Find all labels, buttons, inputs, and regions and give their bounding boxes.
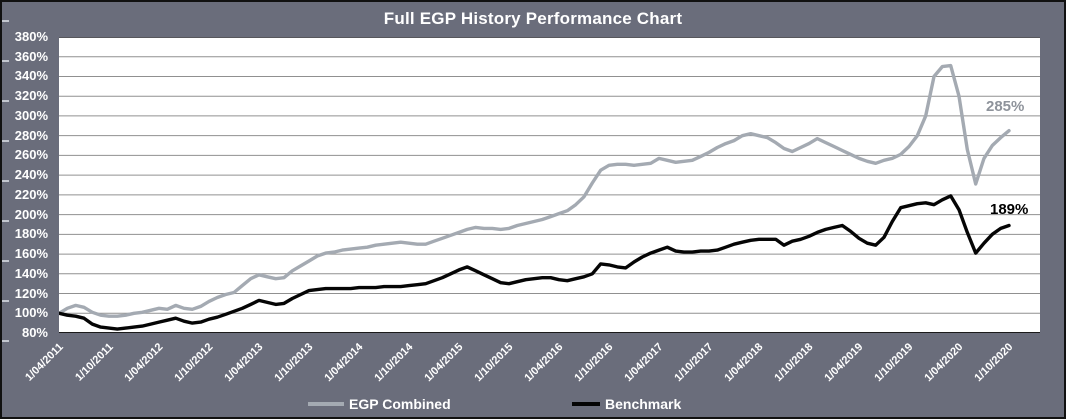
x-axis-label-1-04-2017: 1/04/2017 — [622, 341, 666, 385]
left-edge-tick — [2, 60, 9, 62]
x-axis-label-1-10-2020: 1/10/2020 — [972, 341, 1016, 385]
chart-canvas — [57, 36, 1040, 334]
x-axis-label-1-10-2019: 1/10/2019 — [872, 341, 916, 385]
y-axis-label-360: 360% — [14, 48, 48, 64]
y-axis-label-340: 340% — [14, 68, 48, 84]
x-axis-label-1-04-2014: 1/04/2014 — [322, 341, 366, 385]
left-edge-tick — [2, 260, 9, 262]
x-axis-label-1-10-2016: 1/10/2016 — [572, 341, 616, 385]
y-axis-label-140: 140% — [14, 265, 48, 281]
left-edge-tick — [2, 220, 9, 222]
egp-combined-swatch — [308, 402, 344, 406]
legend-item-egp-combined: EGP Combined — [308, 396, 451, 412]
benchmark-swatch — [572, 402, 600, 406]
benchmark-line — [57, 194, 1011, 331]
x-axis-label-1-10-2015: 1/10/2015 — [472, 341, 516, 385]
left-edge-tick — [2, 300, 9, 302]
y-axis-label-280: 280% — [14, 127, 48, 143]
y-axis-label-220: 220% — [14, 186, 48, 202]
chart-title: Full EGP History Performance Chart — [383, 9, 683, 28]
x-axis-label-1-04-2019: 1/04/2019 — [822, 341, 866, 385]
y-axis-label-200: 200% — [14, 206, 48, 222]
left-edge-tick — [2, 340, 9, 342]
egp-combined-line — [57, 63, 1011, 318]
x-axis-label-1-04-2016: 1/04/2016 — [522, 341, 566, 385]
benchmark-legend-label: Benchmark — [605, 396, 682, 412]
y-axis-label-80: 80% — [21, 325, 48, 340]
x-axis-label-1-04-2011: 1/04/2011 — [22, 341, 66, 384]
x-axis-label-1-04-2013: 1/04/2013 — [222, 341, 266, 385]
x-axis-label-1-04-2020: 1/04/2020 — [922, 341, 966, 385]
benchmark-final-value-label: 189% — [990, 201, 1029, 218]
x-axis-label-1-10-2013: 1/10/2013 — [272, 341, 316, 385]
y-axis-label-180: 180% — [14, 226, 48, 242]
x-axis-label-1-04-2015: 1/04/2015 — [422, 341, 466, 385]
x-axis-label-1-10-2011: 1/10/2011 — [72, 341, 116, 384]
plot-area — [57, 36, 1040, 334]
y-axis-label-260: 260% — [14, 147, 48, 163]
egp-combined-legend-label: EGP Combined — [349, 396, 451, 412]
x-axis-label-1-10-2012: 1/10/2012 — [172, 341, 216, 385]
y-axis-label-240: 240% — [14, 167, 48, 183]
legend-item-benchmark: Benchmark — [572, 396, 682, 412]
x-axis-label-1-04-2012: 1/04/2012 — [122, 341, 166, 385]
left-edge-tick — [2, 180, 9, 182]
left-edge-tick — [2, 140, 9, 142]
y-axis-label-160: 160% — [14, 246, 48, 262]
left-edge-tick — [2, 20, 9, 22]
left-edge-tick — [2, 100, 9, 102]
x-axis-label-1-04-2018: 1/04/2018 — [722, 341, 766, 385]
x-axis-label-1-10-2014: 1/10/2014 — [372, 341, 416, 385]
y-axis-label-300: 300% — [14, 107, 48, 123]
x-axis-label-1-10-2018: 1/10/2018 — [772, 341, 816, 385]
y-axis-label-120: 120% — [14, 285, 48, 301]
y-axis-label-380: 380% — [14, 29, 48, 44]
egp-combined-final-value-label: 285% — [986, 98, 1025, 115]
y-axis-label-320: 320% — [14, 88, 48, 104]
x-axis-label-1-10-2017: 1/10/2017 — [672, 341, 716, 385]
y-axis-label-100: 100% — [14, 305, 48, 321]
